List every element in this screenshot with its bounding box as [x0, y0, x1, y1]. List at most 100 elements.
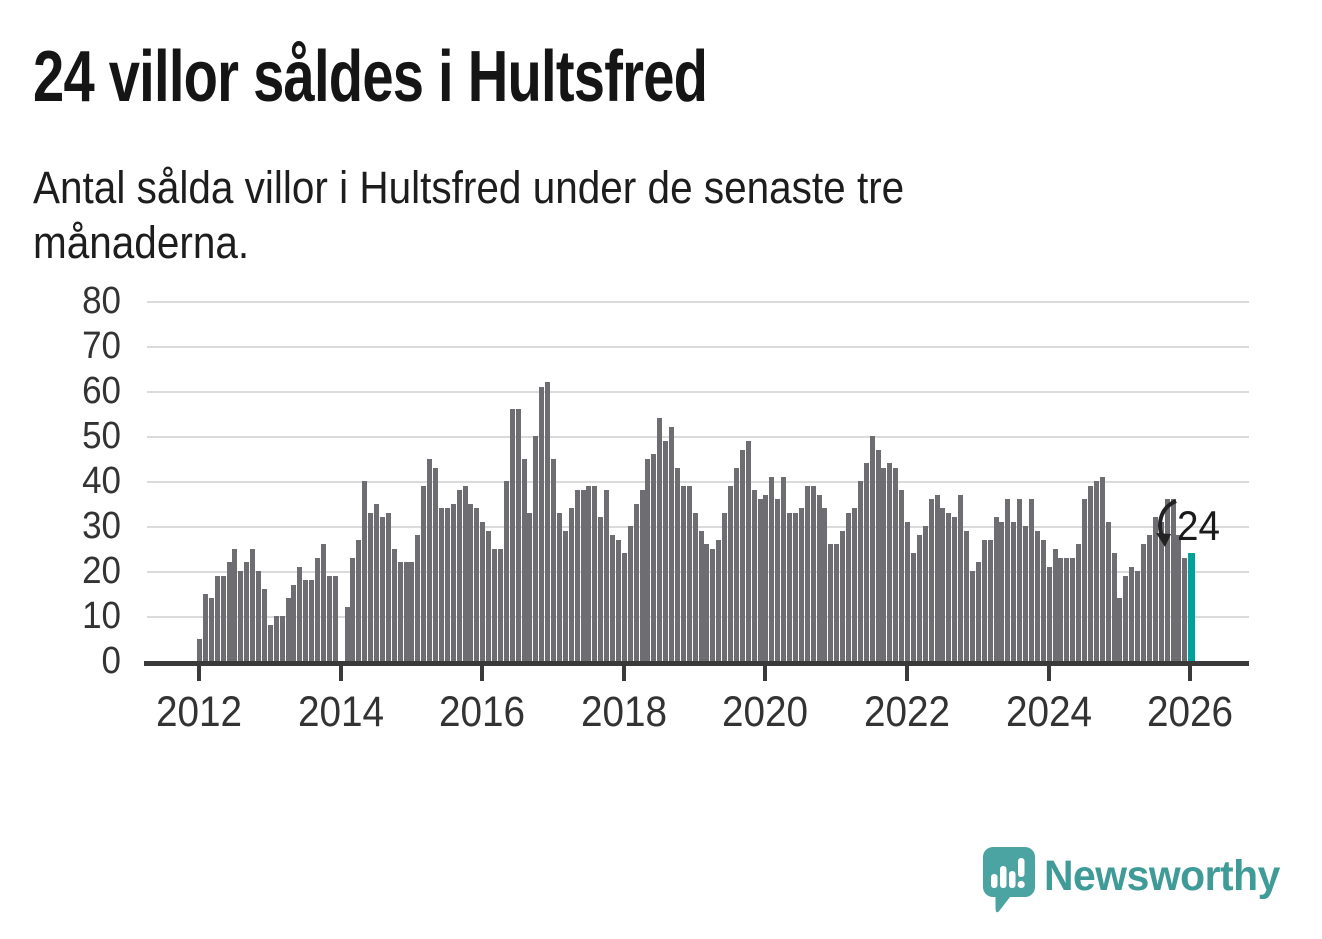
bar — [438, 508, 444, 661]
bar — [669, 427, 674, 661]
bar — [1052, 548, 1058, 661]
bar — [220, 575, 226, 661]
bar — [621, 553, 627, 661]
bar — [851, 508, 857, 661]
bar — [592, 485, 598, 661]
bar — [1117, 598, 1123, 661]
bar — [273, 616, 279, 661]
bar — [1135, 571, 1141, 661]
bar — [787, 512, 792, 661]
bar — [834, 544, 840, 661]
bar — [415, 535, 421, 661]
bar — [905, 521, 910, 661]
bar — [1170, 499, 1176, 661]
bar — [1087, 485, 1093, 661]
bar — [822, 508, 828, 661]
bar — [857, 481, 863, 661]
highlighted-bar-latest — [1188, 553, 1195, 661]
bar — [993, 517, 999, 661]
x-axis-tick-label: 2026 — [1147, 688, 1234, 736]
bar — [315, 557, 320, 661]
bar — [958, 494, 964, 661]
bar — [946, 512, 952, 661]
bar — [804, 485, 810, 661]
bar — [940, 508, 946, 661]
bar — [792, 512, 798, 661]
bar — [409, 562, 415, 661]
x-axis-tick-label: 2014 — [297, 688, 384, 736]
bar — [1034, 530, 1040, 661]
bar — [474, 508, 480, 661]
bar — [320, 544, 326, 661]
bar — [374, 503, 379, 661]
bar — [450, 503, 456, 661]
bar — [1129, 566, 1135, 661]
bar — [881, 467, 887, 661]
bar — [250, 548, 256, 661]
x-axis-tick-label: 2022 — [863, 688, 951, 736]
bar — [674, 467, 680, 661]
bar — [704, 544, 710, 661]
bar — [952, 517, 958, 661]
bar — [444, 508, 450, 661]
bar — [356, 539, 362, 661]
bar — [710, 548, 716, 661]
bar — [197, 638, 202, 661]
brand-logo: Newsworthy — [982, 846, 1292, 926]
bar — [922, 526, 928, 661]
bar — [539, 386, 545, 661]
bar — [562, 530, 568, 661]
bar — [385, 512, 391, 661]
chart-subtitle: Antal sålda villor i Hultsfred under de … — [33, 160, 904, 270]
x-axis-tick — [1188, 666, 1193, 681]
bar — [899, 490, 905, 661]
bar — [910, 553, 916, 661]
bar — [1146, 535, 1152, 661]
bar — [1082, 499, 1087, 661]
bar — [427, 458, 433, 661]
bar — [279, 616, 285, 661]
bar — [840, 530, 846, 661]
x-axis-tick-label: 2012 — [155, 688, 243, 736]
x-axis-tick-label: 2020 — [722, 688, 809, 736]
bar — [421, 485, 427, 661]
bar — [403, 562, 409, 661]
bar — [362, 481, 368, 661]
bar — [1011, 521, 1017, 661]
bar — [775, 499, 781, 661]
bar — [722, 512, 728, 661]
bar — [1158, 521, 1164, 661]
bar — [739, 449, 745, 661]
bar — [492, 548, 497, 661]
bar — [1105, 521, 1111, 661]
bar — [615, 539, 621, 661]
bar — [916, 535, 922, 661]
bar — [1046, 566, 1052, 661]
bar — [309, 580, 315, 661]
bar — [846, 512, 851, 661]
x-axis-line — [144, 661, 1249, 666]
bar — [533, 436, 539, 661]
x-axis-tick — [197, 666, 201, 681]
bar — [574, 490, 580, 661]
bar — [291, 584, 297, 661]
bar — [733, 467, 739, 661]
bar — [928, 499, 934, 661]
bar — [1064, 557, 1070, 661]
bar — [244, 562, 250, 661]
bar — [692, 512, 698, 661]
bar — [297, 566, 303, 661]
bar — [368, 512, 374, 661]
bar — [545, 382, 551, 661]
y-axis-tick-label: 70 — [82, 325, 121, 367]
highlight-value-label: 24 — [1177, 502, 1220, 549]
bar — [663, 440, 669, 661]
bar — [598, 517, 604, 661]
bar — [757, 499, 763, 661]
bar — [863, 463, 869, 661]
bar — [769, 476, 775, 661]
bar — [893, 467, 899, 661]
bar — [326, 575, 332, 661]
bar — [285, 598, 291, 661]
